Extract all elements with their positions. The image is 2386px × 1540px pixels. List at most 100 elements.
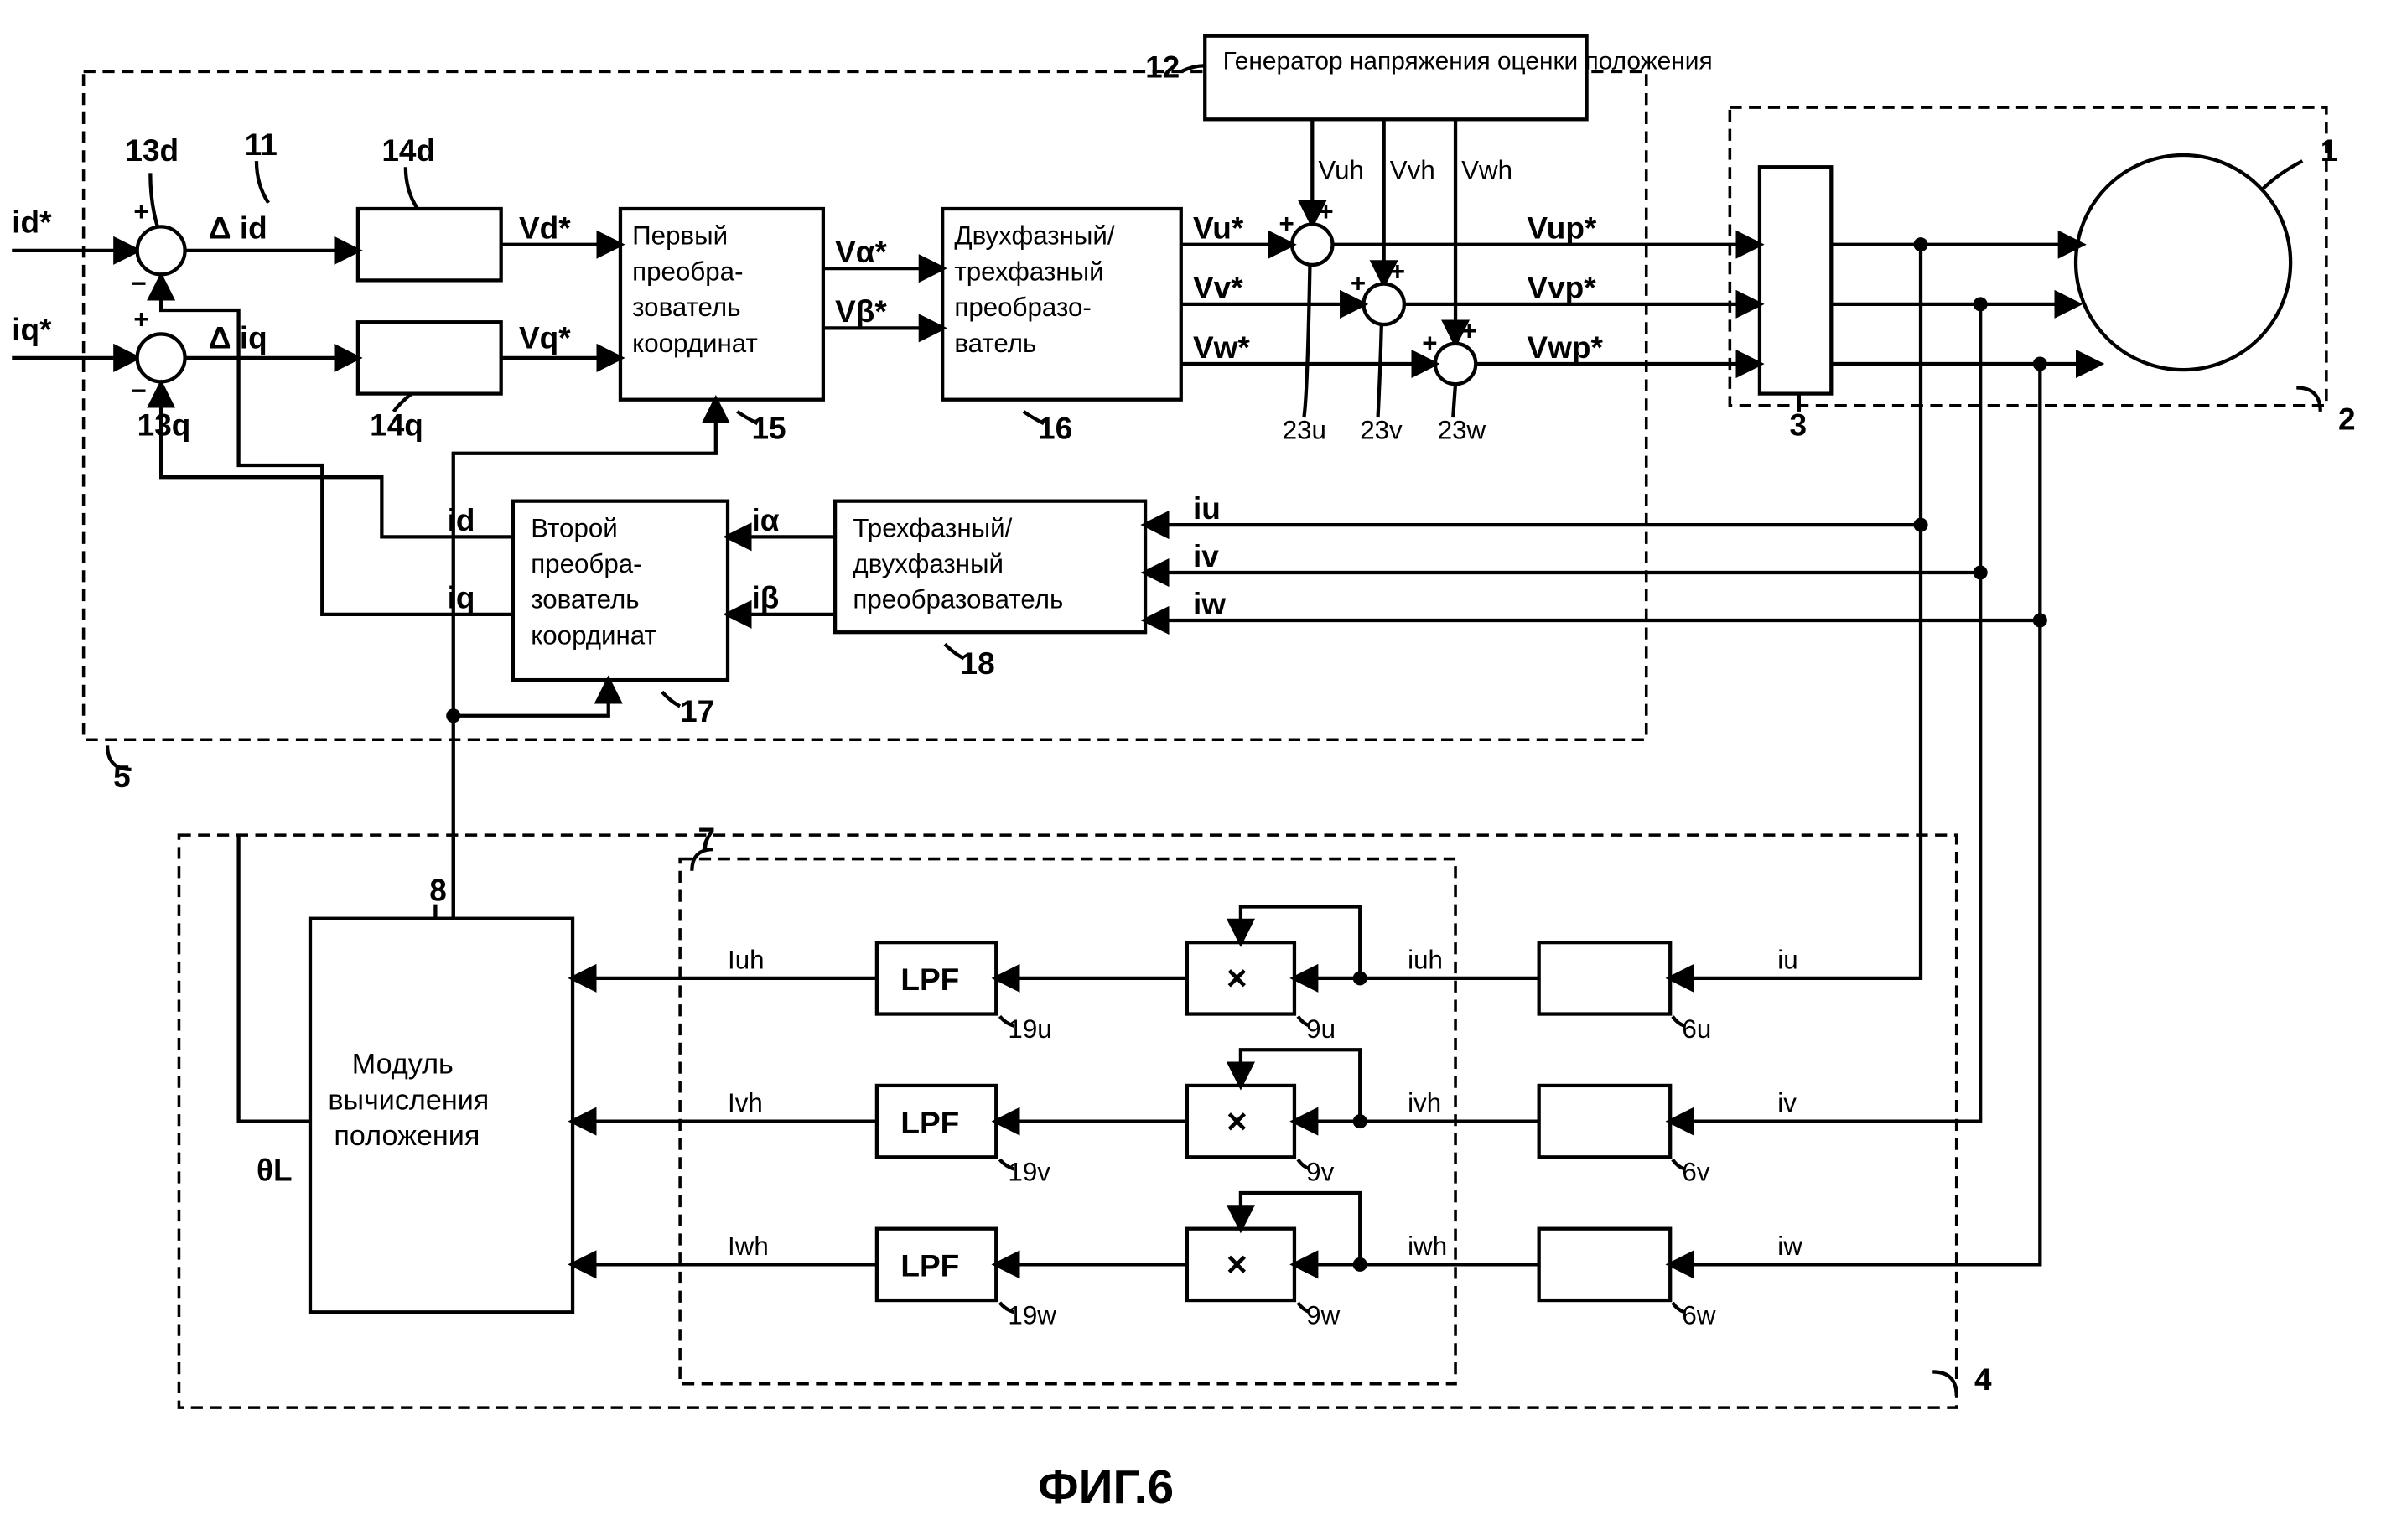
svg-text:×: ×	[1227, 958, 1247, 998]
svg-text:LPF: LPF	[900, 1249, 959, 1283]
sig-ialpha: iα	[751, 503, 779, 537]
svg-text:координат: координат	[531, 620, 656, 650]
label-19u: 19u	[1008, 1014, 1051, 1044]
sig-Vd: Vd*	[519, 211, 571, 246]
label-8: 8	[429, 873, 447, 907]
sig-Vu: Vu*	[1193, 211, 1244, 246]
sig-Vvp: Vvp*	[1527, 271, 1596, 305]
sig-Vwp: Vwp*	[1527, 330, 1603, 365]
label-9w: 9w	[1306, 1301, 1340, 1330]
svg-text:+: +	[133, 304, 148, 334]
svg-text:двухфазный: двухфазный	[853, 549, 1004, 578]
sig-ibeta: iβ	[751, 581, 779, 615]
svg-text:положения: положения	[334, 1120, 480, 1152]
label-9v: 9v	[1306, 1158, 1334, 1187]
svg-text:преобра-: преобра-	[632, 257, 743, 286]
sig-iv-fb: iv	[1193, 539, 1219, 573]
sig-iq: iq	[448, 581, 475, 615]
label-23u: 23u	[1283, 416, 1326, 445]
svg-text:преобразователь: преобразователь	[853, 585, 1063, 614]
sig-Ivh: Ivh	[728, 1088, 763, 1117]
svg-text:+: +	[1351, 269, 1366, 298]
svg-text:+: +	[1422, 329, 1437, 358]
sig-Vup: Vup*	[1527, 211, 1596, 246]
sig-iv-low: iv	[1777, 1088, 1797, 1117]
label-6v: 6v	[1682, 1158, 1709, 1187]
svg-text:LPF: LPF	[900, 1106, 959, 1140]
control-diagram: 5 2 4 7 id* iq* + − 13d + − 13q 11 Δ id …	[0, 0, 2386, 1539]
sig-iwh: iwh	[1408, 1231, 1447, 1261]
label-6u: 6u	[1682, 1014, 1711, 1044]
label-1: 1	[2321, 133, 2338, 168]
sig-Valpha: Vα*	[835, 235, 887, 269]
figure-label: ФИГ.6	[1038, 1460, 1174, 1514]
svg-text:Модуль: Модуль	[352, 1049, 454, 1081]
label-23v: 23v	[1360, 416, 1403, 445]
label-19w: 19w	[1008, 1301, 1056, 1330]
label-13q: 13q	[137, 407, 191, 442]
svg-text:×: ×	[1227, 1102, 1247, 1142]
label-4: 4	[1974, 1362, 1992, 1397]
summer-23u	[1292, 225, 1332, 265]
label-delta-id: Δ id	[209, 211, 267, 246]
label-12: 12	[1145, 49, 1180, 84]
label-15: 15	[751, 412, 786, 446]
sig-id: id	[448, 503, 475, 537]
sig-Iwh: Iwh	[728, 1231, 769, 1261]
svg-text:Двухфазный/: Двухфазный/	[954, 221, 1114, 251]
block-14d	[358, 209, 501, 280]
sig-iu-fb: iu	[1193, 491, 1221, 526]
svg-text:трехфазный: трехфазный	[954, 257, 1103, 286]
label-11: 11	[245, 127, 278, 162]
sig-Vwh: Vwh	[1461, 155, 1512, 184]
label-17: 17	[680, 694, 714, 729]
svg-text:преобра-: преобра-	[531, 549, 641, 578]
sig-Vuh: Vuh	[1318, 155, 1364, 184]
label-2: 2	[2338, 402, 2356, 436]
svg-text:Второй: Второй	[531, 513, 618, 542]
sig-Vbeta: Vβ*	[835, 294, 887, 329]
sig-iw-low: iw	[1777, 1231, 1802, 1261]
svg-text:LPF: LPF	[900, 962, 959, 997]
input-id-star: id*	[12, 205, 52, 239]
svg-text:×: ×	[1227, 1245, 1247, 1285]
svg-text:Трехфазный/: Трехфазный/	[853, 513, 1012, 542]
svg-text:координат: координат	[632, 329, 758, 358]
input-iq-star: iq*	[12, 313, 52, 347]
svg-text:+: +	[1279, 209, 1294, 238]
svg-text:Первый: Первый	[632, 221, 728, 251]
label-23w: 23w	[1438, 416, 1486, 445]
sig-Vv: Vv*	[1193, 271, 1243, 305]
summer-13d	[137, 226, 185, 274]
label-13d: 13d	[125, 133, 179, 168]
svg-text:Генератор напряжения оценки по: Генератор напряжения оценки положения	[1223, 48, 1713, 75]
sig-Vq: Vq*	[519, 321, 571, 355]
motor-1	[2076, 155, 2290, 370]
summer-23w	[1435, 344, 1476, 384]
svg-text:ватель: ватель	[954, 329, 1036, 358]
label-3: 3	[1789, 407, 1807, 442]
label-6w: 6w	[1682, 1301, 1715, 1330]
sig-Iuh: Iuh	[728, 945, 765, 974]
sig-Vvh: Vvh	[1390, 155, 1435, 184]
label-14d: 14d	[381, 133, 435, 168]
sig-ivh: ivh	[1408, 1088, 1441, 1117]
svg-text:+: +	[1390, 257, 1405, 286]
svg-text:−: −	[132, 269, 147, 298]
sig-iuh: iuh	[1408, 945, 1443, 974]
svg-text:вычисления: вычисления	[328, 1084, 489, 1116]
summer-13q	[137, 334, 185, 381]
svg-text:зователь: зователь	[531, 585, 639, 614]
block-bpf-u	[1539, 942, 1671, 1014]
sig-iu-low: iu	[1777, 945, 1797, 974]
svg-text:+: +	[1318, 197, 1333, 226]
svg-text:−: −	[132, 376, 147, 406]
label-9u: 9u	[1306, 1014, 1336, 1044]
label-18: 18	[961, 646, 995, 681]
sig-iw-fb: iw	[1193, 587, 1226, 621]
svg-text:зователь: зователь	[632, 293, 740, 322]
sig-thetaL: θL	[257, 1154, 293, 1188]
sig-Vw: Vw*	[1193, 330, 1250, 365]
block-bpf-w	[1539, 1229, 1671, 1300]
svg-text:+: +	[133, 197, 148, 226]
